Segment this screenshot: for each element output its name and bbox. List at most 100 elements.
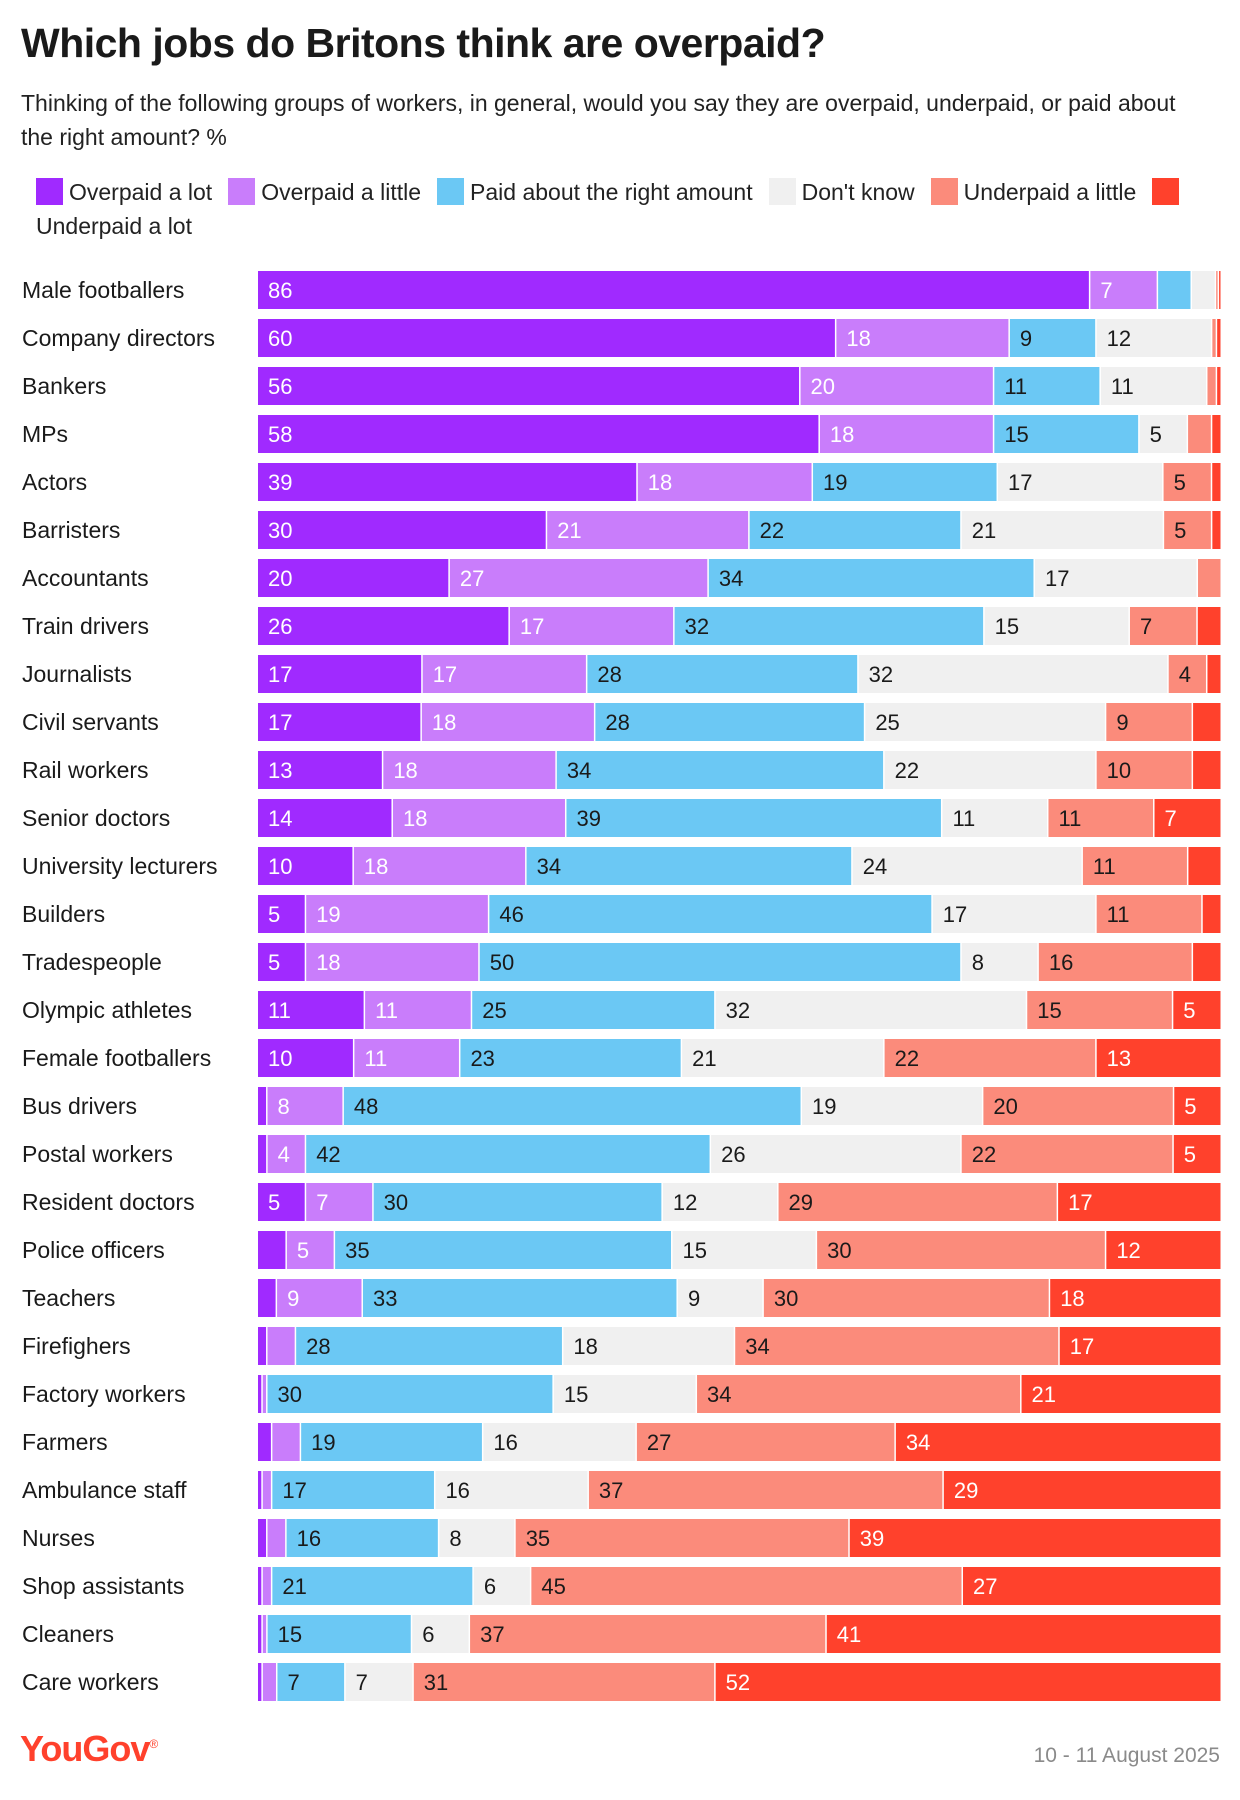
bar-segment (258, 991, 364, 1029)
bar-segment (553, 1375, 696, 1413)
bar-segment (258, 1471, 262, 1509)
legend-item: Don't know (768, 178, 915, 205)
bar-segment (1207, 655, 1221, 693)
data-label: 25 (482, 998, 506, 1023)
data-label: 5 (1183, 998, 1195, 1023)
bar-segment (1217, 367, 1221, 405)
data-label: 21 (282, 1574, 306, 1599)
data-label: 8 (278, 1094, 290, 1119)
bar-segment (994, 367, 1100, 405)
data-label: 30 (827, 1238, 851, 1263)
bar-segment (836, 319, 1009, 357)
bar-segment (817, 1231, 1105, 1269)
bar-segment (662, 1183, 778, 1221)
data-label: 11 (1058, 806, 1081, 831)
bar-segment (1174, 1087, 1221, 1125)
data-label: 17 (1070, 1334, 1094, 1359)
legend-label: Don't know (801, 179, 915, 205)
bar-segment (884, 751, 1096, 789)
data-label: 15 (564, 1382, 588, 1407)
row-label: Builders (22, 901, 105, 927)
bar-segment (1173, 1135, 1221, 1173)
data-label: 7 (1140, 614, 1152, 639)
bar-segment (296, 1327, 562, 1365)
bar-segment (563, 1327, 734, 1365)
bar-segment (1009, 319, 1096, 357)
legend-swatch (1152, 178, 1180, 205)
row-label: Rail workers (22, 757, 149, 783)
legend-item: Underpaid a little (930, 178, 1136, 205)
bar-segment (735, 1327, 1059, 1365)
row-label: Barristers (22, 517, 120, 543)
row-label: Civil servants (22, 709, 159, 735)
bar-segment (306, 895, 488, 933)
bar-segment (1216, 271, 1218, 309)
bar-segment (258, 703, 421, 741)
data-label: 13 (1107, 1046, 1131, 1071)
bar-segment (1193, 703, 1221, 741)
data-label: 34 (745, 1334, 769, 1359)
data-label: 56 (268, 374, 292, 399)
bar-segment (1100, 367, 1206, 405)
bar-segment (258, 943, 305, 981)
bar-segment (449, 559, 708, 597)
row-label: Factory workers (22, 1381, 186, 1407)
data-label: 17 (943, 902, 967, 927)
chart-title: Which jobs do Britons think are overpaid… (21, 20, 826, 66)
bar-segment (301, 1423, 482, 1461)
data-label: 11 (1111, 374, 1134, 399)
data-label: 5 (1174, 470, 1186, 495)
bar-segment (262, 1615, 267, 1653)
bar-segment (994, 415, 1139, 453)
bar-segment (354, 1039, 459, 1077)
bar-segment (373, 1183, 662, 1221)
bar-segment (515, 1519, 849, 1557)
bar-segment (258, 847, 353, 885)
bar-segment (258, 751, 382, 789)
data-label: 17 (433, 662, 457, 687)
bar-segment (460, 1039, 681, 1077)
bar-segment (258, 1279, 276, 1317)
bar-segment (943, 1471, 1221, 1509)
data-label: 6 (422, 1622, 434, 1647)
bar-segment (383, 751, 556, 789)
data-label: 35 (526, 1526, 550, 1551)
row-label: Farmers (22, 1429, 108, 1455)
data-label: 18 (403, 806, 427, 831)
bar-segment (715, 1663, 1221, 1701)
bar-segment (587, 655, 858, 693)
data-label: 52 (726, 1670, 750, 1695)
data-label: 18 (316, 950, 340, 975)
bar-segment (1197, 607, 1221, 645)
bar-segment (262, 1567, 271, 1605)
legend-item: Paid about the right amount (437, 178, 753, 205)
bar-segment (1193, 943, 1221, 981)
bar-segment (258, 415, 819, 453)
bar-segment (262, 1375, 267, 1413)
data-label: 11 (952, 806, 975, 831)
legend-label: Overpaid a lot (69, 179, 213, 205)
bar-segment (1050, 1279, 1221, 1317)
bar-segment (1164, 511, 1211, 549)
data-label: 86 (268, 278, 292, 303)
bar-segment (963, 1567, 1221, 1605)
bar-segment (674, 607, 984, 645)
data-label: 18 (1060, 1286, 1084, 1311)
data-label: 17 (1008, 470, 1032, 495)
bar-segment (566, 799, 941, 837)
data-label: 17 (520, 614, 544, 639)
data-label: 12 (1107, 326, 1131, 351)
bar-segment (1106, 703, 1192, 741)
legend-swatch (768, 178, 796, 205)
data-label: 24 (863, 854, 887, 879)
data-label: 26 (721, 1142, 745, 1167)
bar-segment (677, 1279, 763, 1317)
data-label: 16 (445, 1478, 469, 1503)
bar-segment (353, 847, 526, 885)
bar-segment (942, 799, 1047, 837)
data-label: 7 (1100, 278, 1112, 303)
bar-segment (800, 367, 993, 405)
data-label: 29 (789, 1190, 813, 1215)
data-label: 9 (1116, 710, 1128, 735)
bar-segment (267, 1135, 305, 1173)
